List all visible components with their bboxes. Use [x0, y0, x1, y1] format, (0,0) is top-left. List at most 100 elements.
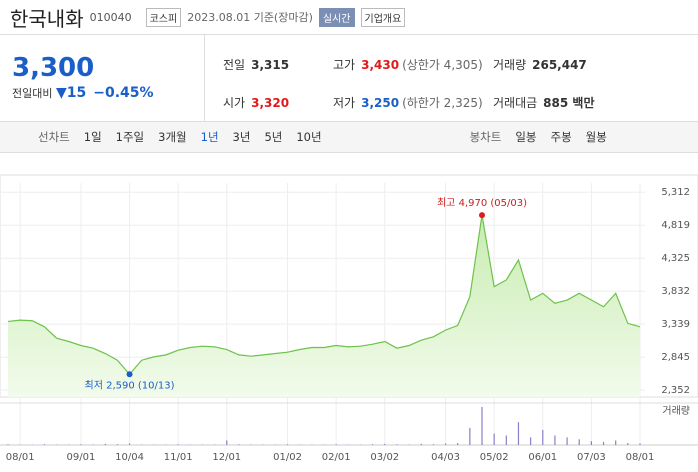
quote-label: 고가 [333, 57, 356, 72]
volume-bar [444, 443, 447, 445]
volume-bar [7, 444, 9, 445]
extreme-marker [126, 371, 133, 378]
period-tabs: 선차트 1일 1주일 3개월 1년 3년 5년 10년 봉차트 일봉 주봉 월봉 [0, 122, 698, 153]
volume-bar [542, 429, 544, 445]
y-tick-label: 4,819 [661, 220, 690, 231]
volume-bar [238, 444, 240, 445]
quote-label: 전일 [223, 57, 246, 72]
quote-value: 885 백만 [543, 95, 595, 110]
volume-bar [226, 440, 228, 445]
volume-bar [554, 435, 556, 445]
x-tick-label: 02/01 [322, 452, 351, 463]
quote-value: 3,315 [251, 57, 290, 72]
volume-bar [481, 407, 483, 445]
period-tab[interactable]: 5년 [264, 130, 283, 144]
volume-bar [457, 443, 459, 445]
price-box: 3,300 전일대비 ▼15 −0.45% [0, 35, 205, 121]
chart: 2,352 2,845 3,339 3,832 4,325 4,819 5,312 08/01… [0, 174, 698, 463]
period-tab[interactable]: 10년 [296, 130, 322, 144]
volume-bar [615, 440, 617, 445]
stock-code: 010040 [89, 10, 132, 24]
quote-value: 3,430 [361, 57, 400, 72]
period-tab[interactable]: 1일 [83, 130, 102, 144]
volume-bar [566, 437, 568, 445]
volume-bar [80, 444, 82, 445]
volume-legend: 거래량 [662, 405, 690, 417]
y-tick-label: 3,339 [661, 319, 690, 330]
x-tick-label: 03/02 [370, 452, 399, 463]
area [8, 215, 640, 397]
overview-button[interactable]: 기업개요 [360, 7, 406, 27]
period-tab[interactable]: 1주일 [115, 130, 145, 144]
quote-cell: 저가 3,250 (하한가 2,325) [333, 94, 493, 111]
quote-label: 저가 [333, 95, 356, 110]
price: 3,300 [12, 53, 95, 83]
annotation: 최고 4,970 (05/03) [437, 197, 527, 209]
period-tab[interactable]: 3년 [232, 130, 251, 144]
period-tab[interactable]: 3개월 [158, 130, 187, 144]
quote-value: 3,250 [361, 95, 400, 110]
change-pct: −0.45% [93, 85, 154, 101]
quote-label: 거래량 [493, 57, 527, 72]
volume-bar [432, 444, 434, 445]
stock-name: 한국내화 [10, 6, 84, 31]
volume-bar [116, 444, 118, 445]
x-tick-label: 05/02 [480, 452, 509, 463]
candle-tab[interactable]: 일봉 [515, 130, 537, 144]
volume-bar [493, 433, 495, 445]
volume-bar [505, 435, 507, 445]
quote-label: 시가 [223, 95, 246, 110]
quote-row: 전일 3,315 고가 3,430 (상한가 4,305) 거래량 265,447 [223, 45, 698, 83]
volume-bar [602, 441, 605, 445]
change-label: 전일대비 [12, 87, 53, 100]
x-tick-label: 08/01 [6, 452, 35, 463]
x-tick-label: 11/01 [164, 452, 193, 463]
quote-row: 시가 3,320 저가 3,250 (하한가 2,325) 거래대금 885 백만 [223, 83, 698, 121]
volume-bar [590, 441, 592, 445]
volume-bar [104, 443, 106, 445]
volume-bar [128, 443, 131, 445]
volume-bar [335, 444, 337, 445]
x-tick-label: 04/03 [431, 452, 460, 463]
quote-value: 265,447 [532, 57, 587, 72]
period-tab[interactable]: 1년 [200, 130, 219, 144]
y-tick-label: 2,352 [661, 385, 690, 396]
volume-bar [372, 444, 374, 445]
quote-panel: 3,300 전일대비 ▼15 −0.45% 전일 3,315 고가 3,430 (상한가… [0, 35, 698, 122]
x-tick-label: 07/03 [577, 452, 606, 463]
volume-bar [530, 437, 532, 445]
quote-grid: 전일 3,315 고가 3,430 (상한가 4,305) 거래량 265,447 시가 3,3… [205, 35, 698, 121]
date: 2023.08.01 기준(장마감) [187, 11, 313, 24]
volume-bar [517, 422, 520, 445]
y-tick-label: 2,845 [661, 352, 690, 363]
y-tick-label: 5,312 [661, 187, 690, 198]
y-tick-label: 4,325 [661, 253, 690, 264]
volume-bar [177, 444, 179, 445]
quote-value: 3,320 [251, 95, 290, 110]
volume-bar [384, 443, 386, 445]
volume-bar [420, 443, 422, 445]
candle-tab[interactable]: 월봉 [585, 130, 607, 144]
volume-bar [43, 444, 46, 445]
volume-bar [286, 444, 289, 445]
realtime-button[interactable]: 실시간 [318, 7, 355, 27]
x-tick-label: 06/01 [528, 452, 557, 463]
quote-cell: 고가 3,430 (상한가 4,305) [333, 56, 493, 73]
quote-label: 거래대금 [493, 95, 538, 110]
quote-cell: 거래대금 885 백만 [493, 94, 643, 111]
header: 한국내화 010040 코스피 2023.08.01 기준(장마감) 실시간 기… [0, 0, 698, 35]
quote-note: (하한가 2,325) [402, 95, 483, 110]
volume-bar [639, 443, 641, 445]
x-tick-label: 10/04 [115, 452, 144, 463]
quote-cell: 시가 3,320 [223, 94, 333, 111]
volume-bar [396, 444, 398, 445]
market: 코스피 [145, 7, 182, 27]
x-tick-label: 08/01 [626, 452, 655, 463]
volume-bar [469, 427, 471, 445]
tab-label: 봉차트 [469, 130, 502, 144]
quote-cell: 거래량 265,447 [493, 56, 643, 73]
volume-bar [627, 443, 629, 445]
y-tick-label: 3,832 [661, 286, 690, 297]
candle-tab[interactable]: 주봉 [550, 130, 572, 144]
